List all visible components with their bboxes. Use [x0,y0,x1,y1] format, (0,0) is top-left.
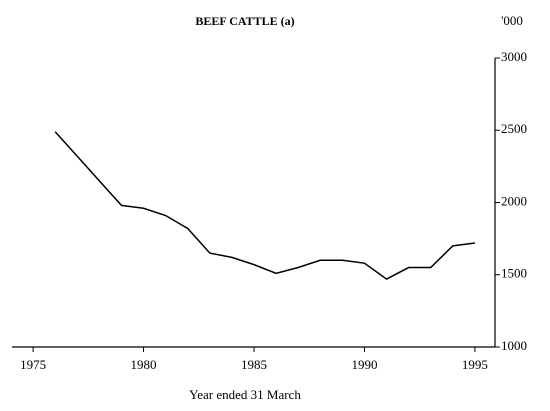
x-tick-label: 1980 [131,357,157,372]
x-tick-label: 1995 [462,357,488,372]
data-line [54,131,476,280]
y-unit: '000 [501,13,523,28]
x-tick-label: 1985 [241,357,267,372]
y-tick-label: 1500 [501,266,527,281]
chart-title: BEEF CATTLE (a) [195,14,294,28]
x-tick-label: 1990 [351,357,377,372]
y-tick-label: 1000 [501,338,527,353]
x-tick-label: 1975 [20,357,46,372]
x-axis-label: Year ended 31 March [189,387,301,402]
y-tick-label: 2000 [501,193,527,208]
y-tick-label: 3000 [501,49,527,64]
y-tick-label: 2500 [501,121,527,136]
